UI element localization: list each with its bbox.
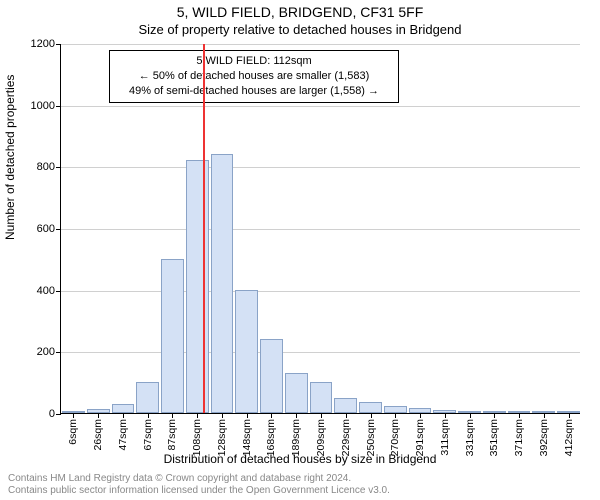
reference-callout: 5 WILD FIELD: 112sqm ← 50% of detached h… bbox=[109, 50, 399, 103]
histogram-bar bbox=[161, 259, 184, 413]
grid-line bbox=[61, 229, 580, 230]
ytick-mark bbox=[56, 44, 61, 45]
histogram-bar bbox=[136, 382, 159, 413]
ytick-mark bbox=[56, 229, 61, 230]
xtick-mark bbox=[445, 413, 446, 418]
xtick-mark bbox=[148, 413, 149, 418]
xtick-mark bbox=[346, 413, 347, 418]
xtick-mark bbox=[123, 413, 124, 418]
xtick-label: 371sqm bbox=[513, 419, 525, 456]
xtick-mark bbox=[321, 413, 322, 418]
xtick-mark bbox=[519, 413, 520, 418]
xtick-label: 209sqm bbox=[315, 419, 327, 456]
grid-line bbox=[61, 291, 580, 292]
title-sub: Size of property relative to detached ho… bbox=[0, 22, 600, 37]
xtick-label: 67sqm bbox=[142, 419, 154, 451]
xtick-mark bbox=[271, 413, 272, 418]
histogram-bar bbox=[112, 404, 135, 413]
histogram-bar bbox=[334, 398, 357, 413]
grid-line bbox=[61, 167, 580, 168]
xtick-mark bbox=[222, 413, 223, 418]
xtick-label: 331sqm bbox=[464, 419, 476, 456]
xtick-mark bbox=[470, 413, 471, 418]
xtick-label: 108sqm bbox=[191, 419, 203, 456]
callout-line-3: 49% of semi-detached houses are larger (… bbox=[116, 84, 392, 99]
ytick-mark bbox=[56, 352, 61, 353]
chart-container: 5, WILD FIELD, BRIDGEND, CF31 5FF Size o… bbox=[0, 0, 600, 500]
ytick-label: 1000 bbox=[31, 100, 55, 112]
ytick-label: 0 bbox=[49, 408, 55, 420]
histogram-bar bbox=[310, 382, 333, 413]
xtick-label: 412sqm bbox=[563, 419, 575, 456]
reference-line bbox=[203, 44, 205, 413]
xtick-mark bbox=[172, 413, 173, 418]
callout-line-1: 5 WILD FIELD: 112sqm bbox=[116, 54, 392, 69]
xtick-label: 392sqm bbox=[538, 419, 550, 456]
xtick-mark bbox=[98, 413, 99, 418]
xtick-label: 47sqm bbox=[117, 419, 129, 451]
xtick-mark bbox=[247, 413, 248, 418]
title-main: 5, WILD FIELD, BRIDGEND, CF31 5FF bbox=[0, 4, 600, 20]
xtick-mark bbox=[197, 413, 198, 418]
ytick-mark bbox=[56, 291, 61, 292]
grid-line bbox=[61, 44, 580, 45]
histogram-bar bbox=[359, 402, 382, 413]
xtick-label: 6sqm bbox=[67, 419, 79, 445]
xtick-label: 229sqm bbox=[340, 419, 352, 456]
xtick-label: 270sqm bbox=[389, 419, 401, 456]
xtick-label: 311sqm bbox=[439, 419, 451, 456]
xtick-label: 148sqm bbox=[241, 419, 253, 456]
ytick-label: 400 bbox=[37, 285, 55, 297]
xtick-mark bbox=[494, 413, 495, 418]
ytick-mark bbox=[56, 106, 61, 107]
ytick-label: 200 bbox=[37, 346, 55, 358]
xtick-label: 26sqm bbox=[92, 419, 104, 451]
histogram-bar bbox=[211, 154, 234, 413]
histogram-bar bbox=[235, 290, 258, 413]
ytick-mark bbox=[56, 167, 61, 168]
xtick-label: 87sqm bbox=[166, 419, 178, 451]
grid-line bbox=[61, 352, 580, 353]
xtick-mark bbox=[420, 413, 421, 418]
xtick-mark bbox=[73, 413, 74, 418]
plot-area: 5 WILD FIELD: 112sqm ← 50% of detached h… bbox=[60, 44, 580, 414]
xtick-label: 128sqm bbox=[216, 419, 228, 456]
xtick-label: 291sqm bbox=[414, 419, 426, 456]
xtick-label: 250sqm bbox=[365, 419, 377, 456]
ytick-label: 800 bbox=[37, 161, 55, 173]
y-axis-label: Number of detached properties bbox=[3, 75, 17, 240]
histogram-bar bbox=[186, 160, 209, 413]
xtick-mark bbox=[371, 413, 372, 418]
xtick-label: 189sqm bbox=[290, 419, 302, 456]
histogram-bar bbox=[285, 373, 308, 413]
xtick-mark bbox=[569, 413, 570, 418]
histogram-bar bbox=[384, 406, 407, 413]
histogram-bar bbox=[260, 339, 283, 413]
xtick-mark bbox=[296, 413, 297, 418]
ytick-label: 600 bbox=[37, 223, 55, 235]
footer-line-1: Contains HM Land Registry data © Crown c… bbox=[8, 473, 351, 484]
footer-line-2: Contains public sector information licen… bbox=[8, 485, 390, 496]
ytick-label: 1200 bbox=[31, 38, 55, 50]
xtick-label: 168sqm bbox=[265, 419, 277, 456]
callout-line-2: ← 50% of detached houses are smaller (1,… bbox=[116, 69, 392, 84]
grid-line bbox=[61, 106, 580, 107]
xtick-mark bbox=[544, 413, 545, 418]
xtick-label: 351sqm bbox=[488, 419, 500, 456]
xtick-mark bbox=[395, 413, 396, 418]
ytick-mark bbox=[56, 414, 61, 415]
